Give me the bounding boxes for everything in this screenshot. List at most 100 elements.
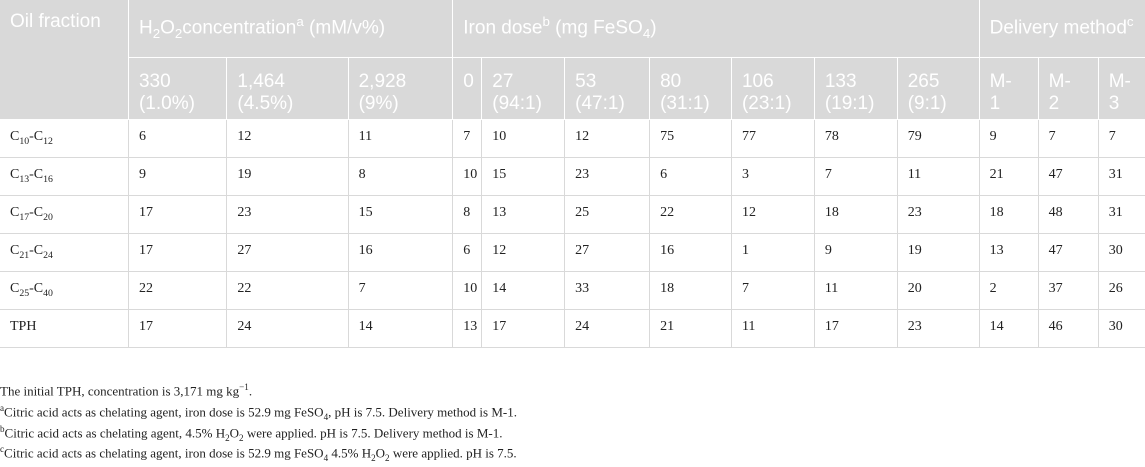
subheader-delivery-m2: M- 2	[1038, 57, 1099, 120]
table-cell: 46	[1038, 309, 1099, 348]
table-cell: 6	[452, 233, 483, 272]
table-cell: 3	[731, 157, 815, 196]
table-cell: 7	[452, 119, 483, 158]
table-cell: 10	[481, 119, 566, 158]
table-cell: 30	[1098, 233, 1145, 272]
header-delivery-method: Delivery methodc	[979, 0, 1145, 58]
subheader-h2o2-330: 330 (1.0%)	[128, 57, 228, 120]
subheader-iron-53: 53 (47:1)	[564, 57, 651, 120]
table-cell: 16	[348, 233, 454, 272]
table-cell: 24	[564, 309, 651, 348]
subheader-delivery-m3: M- 3	[1098, 57, 1145, 120]
table-cell: 12	[564, 119, 651, 158]
table-cell: 25	[564, 195, 651, 234]
table-cell: 8	[348, 157, 454, 196]
table-cell: 13	[481, 195, 566, 234]
table-cell: 2	[979, 271, 1039, 310]
table-cell: 11	[731, 309, 815, 348]
table-cell: 14	[348, 309, 454, 348]
header-iron-dose: Iron doseb (mg FeSO4)	[452, 0, 980, 58]
table-row: C13-C16 9 19 8 10 15 23 6 3 7 11 21 47 31	[0, 157, 1145, 196]
table-cell: 31	[1098, 157, 1145, 196]
table-cell: 21	[649, 309, 732, 348]
table-cell: 12	[481, 233, 566, 272]
table-cell: 8	[452, 195, 483, 234]
table-cell: 17	[481, 309, 566, 348]
row-label-oil-fraction: C25-C40	[0, 271, 129, 310]
table-cell: 9	[128, 157, 228, 196]
table-cell: 6	[128, 119, 228, 158]
table-cell: 13	[452, 309, 483, 348]
table-cell: 37	[1038, 271, 1099, 310]
table-cell: 1	[731, 233, 815, 272]
table-cell: 10	[452, 271, 483, 310]
table-cell: 75	[649, 119, 732, 158]
table-cell: 79	[897, 119, 980, 158]
table-cell: 7	[1038, 119, 1099, 158]
table-cell: 27	[226, 233, 349, 272]
table-cell: 7	[731, 271, 815, 310]
footnote-b: bCitric acid acts as chelating agent, 4.…	[0, 424, 503, 443]
subheader-iron-0: 0	[452, 57, 483, 120]
table-cell: 7	[814, 157, 898, 196]
table-cell: 18	[649, 271, 732, 310]
table-cell: 17	[128, 309, 228, 348]
table-cell: 7	[348, 271, 454, 310]
table-cell: 23	[897, 309, 980, 348]
table-cell: 11	[897, 157, 980, 196]
table-row: C21-C24 17 27 16 6 12 27 16 1 9 19 13 47 30	[0, 233, 1145, 272]
table-cell: 48	[1038, 195, 1099, 234]
results-table: Oil fraction H2O2concentrationa (mM/v%) …	[0, 0, 1145, 348]
subheader-iron-133: 133 (19:1)	[814, 57, 898, 120]
subheader-iron-106: 106 (23:1)	[731, 57, 815, 120]
table-cell: 11	[814, 271, 898, 310]
footnote-initial: The initial TPH, concentration is 3,171 …	[0, 382, 253, 399]
table-cell: 47	[1038, 157, 1099, 196]
table-body: C10-C12 6 12 11 7 10 12 75 77 78 79 9 7 7 C13-C16 9 19 8 1…	[0, 119, 1145, 348]
table-cell: 33	[564, 271, 651, 310]
table-cell: 47	[1038, 233, 1099, 272]
table-cell: 17	[128, 195, 228, 234]
table-cell: 17	[128, 233, 228, 272]
table-cell: 22	[649, 195, 732, 234]
header-row-levels: 330 (1.0%) 1,464 (4.5%) 2,928 (9%) 0 27 (94:…	[0, 57, 1145, 120]
table-cell: 23	[226, 195, 349, 234]
table-row: TPH 17 24 14 13 17 24 21 11 17 23 14 46 30	[0, 309, 1145, 348]
table-cell: 27	[564, 233, 651, 272]
table-cell: 10	[452, 157, 483, 196]
subheader-h2o2-2928: 2,928 (9%)	[348, 57, 454, 120]
table-cell: 14	[481, 271, 566, 310]
table-cell: 20	[897, 271, 980, 310]
table-cell: 17	[814, 309, 898, 348]
row-label-oil-fraction: TPH	[0, 309, 129, 348]
footnote-a: aCitric acid acts as chelating agent, ir…	[0, 403, 517, 422]
footnote-c: cCitric acid acts as chelating agent, ir…	[0, 444, 517, 463]
table-cell: 12	[731, 195, 815, 234]
table-cell: 26	[1098, 271, 1145, 310]
row-label-oil-fraction: C21-C24	[0, 233, 129, 272]
subheader-h2o2-1464: 1,464 (4.5%)	[226, 57, 349, 120]
header-row-groups: Oil fraction H2O2concentrationa (mM/v%) …	[0, 0, 1145, 120]
row-label-oil-fraction: C10-C12	[0, 119, 129, 158]
row-label-oil-fraction: C13-C16	[0, 157, 129, 196]
table-cell: 23	[564, 157, 651, 196]
table-cell: 31	[1098, 195, 1145, 234]
table-cell: 21	[979, 157, 1039, 196]
table-cell: 9	[814, 233, 898, 272]
table-cell: 23	[897, 195, 980, 234]
row-label-oil-fraction: C17-C20	[0, 195, 129, 234]
subheader-iron-265: 265 (9:1)	[897, 57, 980, 120]
subheader-iron-27: 27 (94:1)	[481, 57, 566, 120]
table-cell: 22	[226, 271, 349, 310]
table-cell: 15	[481, 157, 566, 196]
table-cell: 13	[979, 233, 1039, 272]
table-cell: 77	[731, 119, 815, 158]
table-cell: 18	[814, 195, 898, 234]
header-h2o2-concentration: H2O2concentrationa (mM/v%)	[128, 0, 454, 58]
table-cell: 16	[649, 233, 732, 272]
header-oil-fraction: Oil fraction	[0, 0, 129, 120]
table-cell: 18	[979, 195, 1039, 234]
table-row: C17-C20 17 23 15 8 13 25 22 12 18 23 18 48 31	[0, 195, 1145, 234]
table-cell: 11	[348, 119, 454, 158]
table-cell: 19	[897, 233, 980, 272]
